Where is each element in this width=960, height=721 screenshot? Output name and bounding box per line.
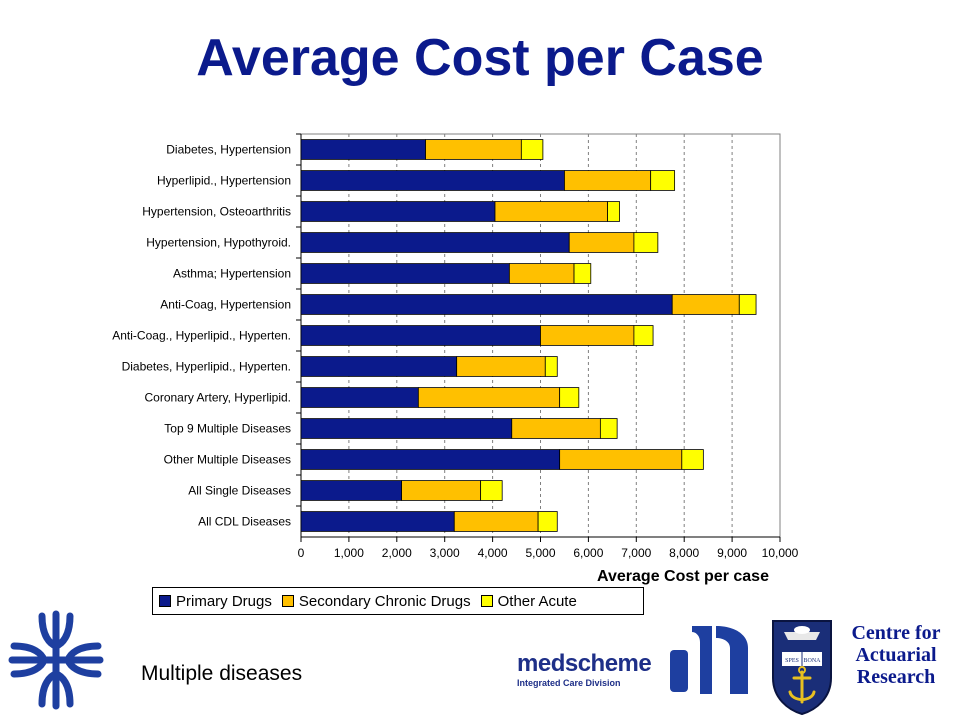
x-tick-label: 6,000 [573, 546, 603, 560]
cfar-line-1: Centre for [851, 622, 941, 644]
x-tick-label: 9,000 [717, 546, 747, 560]
x-tick-label: 7,000 [621, 546, 651, 560]
x-tick-label: 8,000 [669, 546, 699, 560]
bar-segment-other [559, 387, 580, 408]
y-tick-label: Asthma; Hypertension [173, 267, 291, 281]
bar-segment-primary [300, 294, 673, 315]
centre-for-actuarial-research: Centre for Actuarial Research [836, 622, 956, 688]
bar-segment-secondary [508, 263, 575, 284]
bar-segment-secondary [564, 170, 652, 191]
bar-segment-other [573, 263, 592, 284]
x-tick-label: 5,000 [525, 546, 555, 560]
x-tick-label: 4,000 [478, 546, 508, 560]
page-title: Average Cost per Case [196, 29, 764, 87]
bar-segment-other [599, 418, 618, 439]
cross-logo-icon [6, 606, 106, 719]
bar-segment-primary [300, 325, 541, 346]
bar-segment-primary [300, 170, 565, 191]
bar-segment-other [544, 356, 558, 377]
legend-label-primary: Primary Drugs [176, 592, 272, 610]
y-tick-label: Coronary Artery, Hyperlipid. [145, 391, 292, 405]
slide-caption: Multiple diseases [141, 662, 303, 685]
y-tick-label: All Single Diseases [188, 484, 291, 498]
bar-segment-secondary [511, 418, 601, 439]
y-tick-label: Hypertension, Hypothyroid. [146, 236, 291, 250]
bar-segment-secondary [456, 356, 546, 377]
legend-item-primary: Primary Drugs [159, 593, 272, 610]
y-tick-label: All CDL Diseases [198, 515, 291, 529]
bar-segment-other [633, 232, 659, 253]
bar-segment-other [650, 170, 676, 191]
bar-segment-secondary [671, 294, 740, 315]
legend-swatch-secondary [281, 595, 294, 607]
bar-segment-other [520, 139, 544, 160]
x-tick-label: 3,000 [430, 546, 460, 560]
bar-segment-secondary [425, 139, 522, 160]
legend-label-secondary: Secondary Chronic Drugs [298, 592, 471, 610]
bar-segment-secondary [401, 480, 482, 501]
medscheme-symbol-icon [668, 624, 750, 701]
x-tick-label: 0 [298, 546, 305, 560]
legend-item-secondary: Secondary Chronic Drugs [281, 592, 471, 610]
legend-label-other: Other Acute [497, 592, 577, 610]
bar-segment-primary [300, 232, 570, 253]
y-tick-label: Diabetes, Hyperlipid., Hyperten. [122, 360, 291, 374]
cfar-line-3: Research [856, 666, 936, 688]
x-tick-label: 10,000 [762, 546, 799, 560]
y-tick-label: Anti-Coag., Hyperlipid., Hyperten. [112, 329, 291, 343]
legend-swatch-other [480, 595, 493, 607]
medscheme-name: medscheme [517, 650, 652, 677]
x-tick-label: 1,000 [334, 546, 364, 560]
x-axis-title: Average Cost per case [597, 568, 769, 585]
legend-item-other: Other Acute [480, 592, 577, 610]
y-tick-label: Other Multiple Diseases [164, 453, 291, 467]
bar-segment-other [607, 201, 620, 222]
bar-segment-primary [300, 449, 561, 470]
bar-segment-secondary [568, 232, 635, 253]
bar-segment-secondary [417, 387, 561, 408]
y-tick-label: Hypertension, Osteoarthritis [142, 205, 291, 219]
legend-swatch-primary [159, 595, 171, 607]
chart-legend: Primary Drugs Secondary Chronic Drugs Ot… [152, 587, 644, 615]
y-tick-label: Hyperlipid., Hypertension [157, 174, 291, 188]
bar-segment-other [633, 325, 654, 346]
bar-segment-primary [300, 480, 402, 501]
y-tick-label: Top 9 Multiple Diseases [164, 422, 291, 436]
bar-segment-other [681, 449, 704, 470]
bar-segment-primary [300, 356, 458, 377]
x-tick-label: 2,000 [382, 546, 412, 560]
bar-segment-secondary [494, 201, 608, 222]
bar-segment-primary [300, 139, 426, 160]
y-tick-label: Diabetes, Hypertension [166, 143, 291, 157]
bar-segment-other [738, 294, 757, 315]
bar-segment-secondary [559, 449, 683, 470]
bar-segment-secondary [540, 325, 635, 346]
medscheme-logo: medscheme Integrated Care Division [517, 650, 652, 689]
bar-segment-primary [300, 418, 513, 439]
bar-segment-other [537, 511, 558, 532]
bar-segment-primary [300, 387, 419, 408]
bar-segment-primary [300, 263, 510, 284]
medscheme-division: Integrated Care Division [517, 678, 621, 688]
bar-segment-primary [300, 201, 496, 222]
y-tick-label: Anti-Coag, Hypertension [160, 298, 291, 312]
cfar-line-2: Actuarial [855, 644, 937, 666]
university-crest-icon: SPES BONA [770, 618, 834, 721]
crest-motto-left: SPES [785, 658, 799, 664]
bar-segment-primary [300, 511, 455, 532]
bar-segment-secondary [453, 511, 539, 532]
bar-segment-other [480, 480, 503, 501]
crest-motto-right: BONA [803, 658, 821, 664]
